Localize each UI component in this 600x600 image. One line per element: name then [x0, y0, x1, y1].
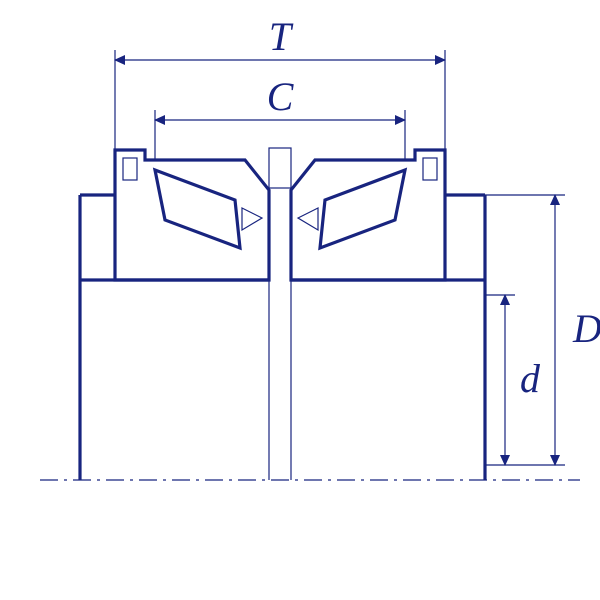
cage-left — [123, 158, 137, 180]
housing-sides — [80, 195, 485, 480]
bearing-right-half — [291, 150, 445, 280]
label-d: d — [520, 356, 541, 401]
retainer-left — [242, 208, 262, 230]
cage-right — [423, 158, 437, 180]
bearing-left-half — [115, 150, 269, 280]
roller-right — [320, 170, 405, 248]
roller-left — [155, 170, 240, 248]
label-C: C — [267, 74, 294, 119]
center-spacer — [269, 148, 291, 188]
retainer-right — [298, 208, 318, 230]
label-D: D — [572, 306, 600, 351]
label-T: T — [269, 14, 294, 59]
